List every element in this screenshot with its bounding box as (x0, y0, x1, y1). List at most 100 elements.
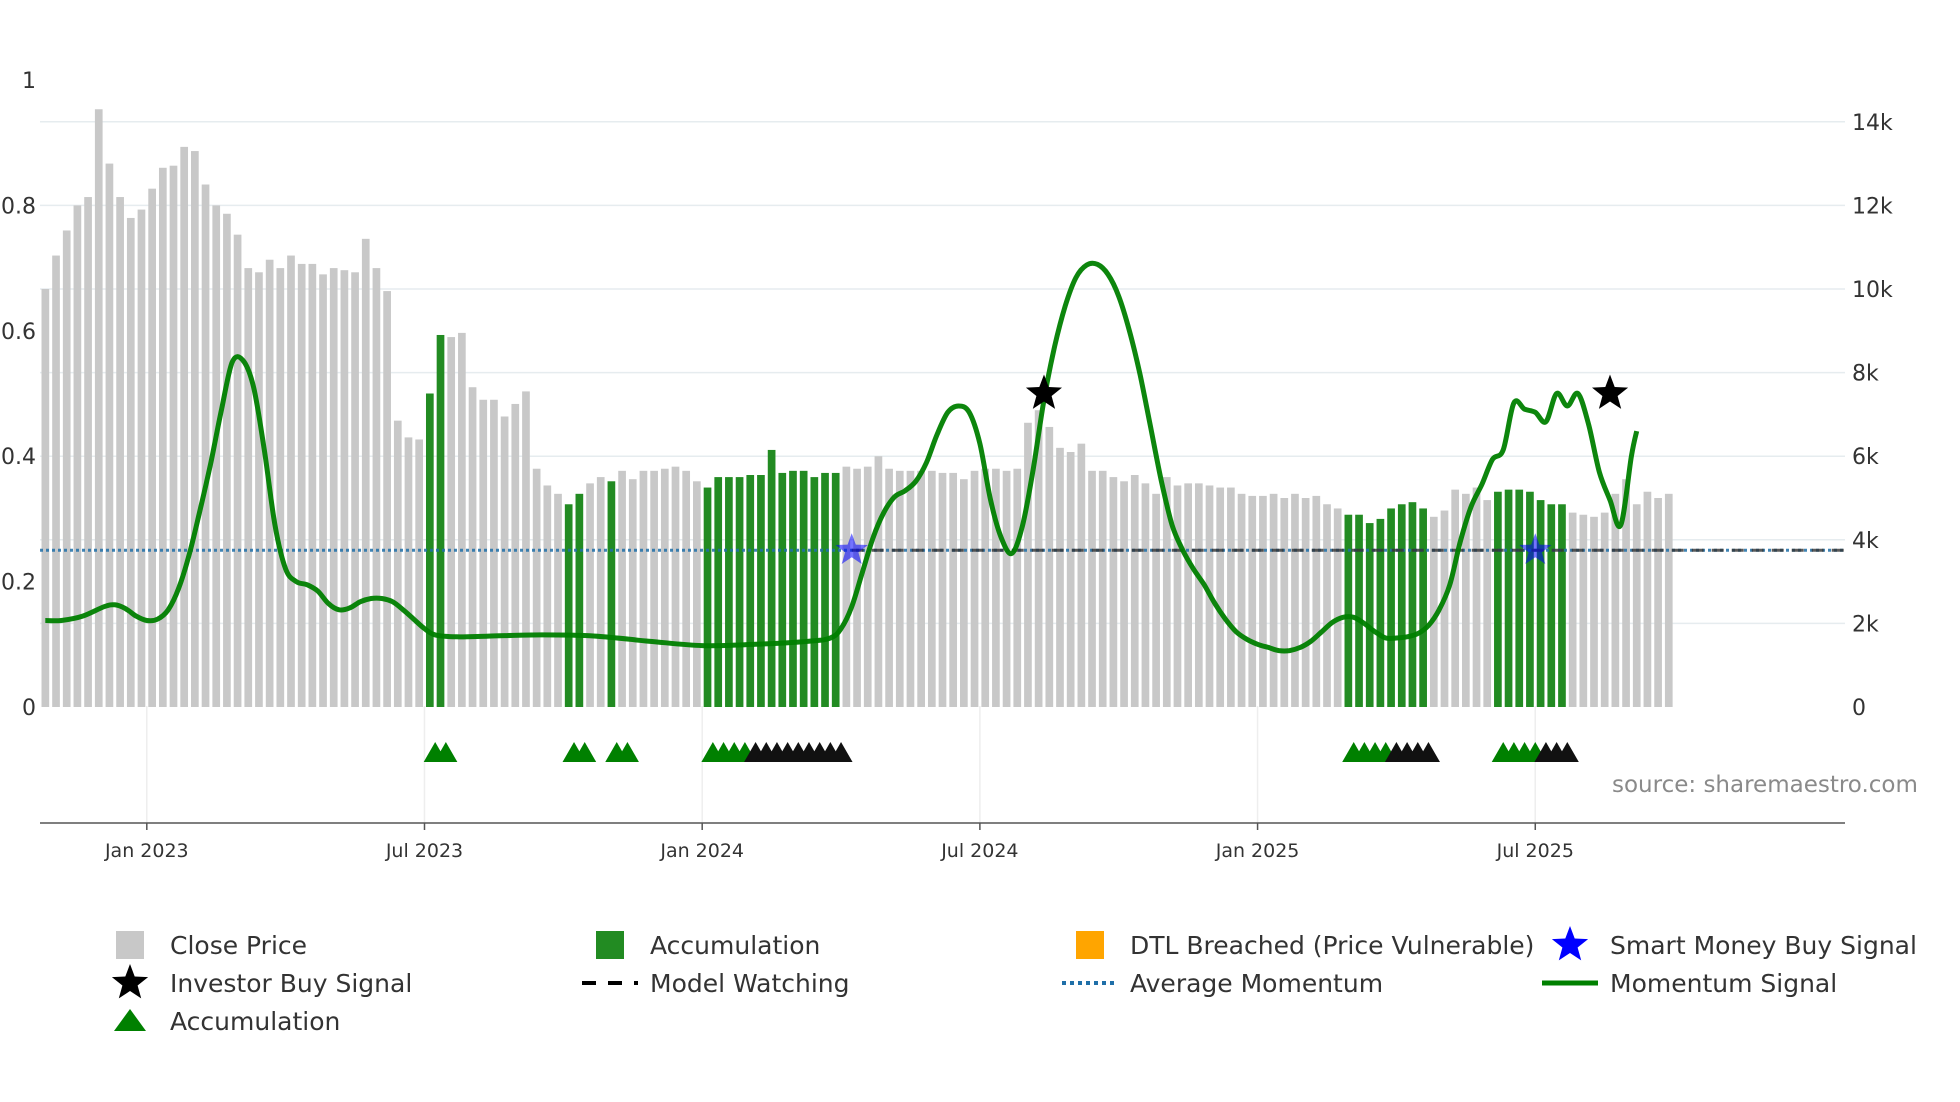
close-price-bar (223, 213, 231, 707)
close-price-bar (340, 270, 349, 707)
right-axis-tick-label: 0 (1852, 696, 1866, 721)
close-price-bar (1130, 475, 1139, 707)
accumulation-bar (575, 493, 584, 707)
right-axis-tick-label: 4k (1852, 529, 1879, 554)
close-price-bar (1109, 477, 1118, 707)
close-price-bar (297, 263, 306, 707)
close-price-bar (361, 238, 370, 707)
accumulation-bar (1387, 508, 1395, 707)
close-price-bar (639, 470, 648, 707)
accumulation-bar (1419, 508, 1427, 707)
accumulation-marker-dark (1416, 742, 1440, 762)
accumulation-bar (425, 393, 434, 707)
close-price-bar (1088, 470, 1096, 707)
accumulation-bar (778, 472, 787, 707)
close-price-bar (1098, 470, 1107, 707)
legend-label: Accumulation (650, 931, 820, 960)
close-price-bar (105, 163, 114, 708)
close-price-bar (1280, 498, 1289, 707)
left-axis-tick-label: 0.8 (1, 194, 36, 219)
legend-item: Model Watching (582, 969, 850, 998)
close-price-bar (383, 291, 391, 707)
close-price-bar (158, 167, 167, 707)
accumulation-bar (1558, 504, 1566, 707)
close-price-bar (693, 481, 701, 707)
legend-label: Accumulation (170, 1007, 340, 1036)
legend-star-icon (111, 964, 149, 999)
left-axis-tick-label: 0.6 (1, 320, 36, 345)
right-axis-tick-label: 8k (1852, 362, 1879, 387)
close-price-bars (41, 109, 1673, 708)
legend-label: Smart Money Buy Signal (1610, 931, 1917, 960)
close-price-bar (938, 472, 947, 707)
close-price-bar (906, 470, 915, 707)
close-price-bar (1184, 483, 1192, 707)
accumulation-bar (1376, 518, 1385, 707)
right-axis-tick-label: 6k (1852, 445, 1879, 470)
accumulation-bar (1515, 489, 1524, 707)
close-price-bar (1024, 422, 1032, 707)
right-axis-tick-label: 12k (1852, 194, 1893, 219)
x-axis-tick-label: Jan 2023 (104, 840, 189, 862)
close-price-bar (554, 493, 562, 707)
close-price-bar (927, 470, 936, 707)
accumulation-bar (810, 477, 819, 707)
accumulation-bar (1547, 504, 1556, 707)
legend-label: DTL Breached (Price Vulnerable) (1130, 931, 1534, 960)
legend-swatch-accumulation (596, 931, 624, 959)
close-price-bar (329, 268, 338, 707)
close-price-bar (511, 403, 520, 707)
accumulation-bar (831, 472, 840, 707)
legend: Close Price Accumulation DTL Breached (Pri… (111, 926, 1917, 1036)
source-note: source: sharemaestro.com (1612, 772, 1918, 798)
close-price-bar (1173, 485, 1182, 707)
close-price-bar (949, 472, 958, 707)
legend-label: Close Price (170, 931, 307, 960)
accumulation-bar (746, 475, 755, 707)
close-price-bar (490, 399, 498, 707)
accumulation-marker-layer (423, 742, 1579, 762)
close-price-bar (1451, 489, 1460, 707)
legend-item: Accumulation (114, 1007, 340, 1036)
accumulation-bar (1355, 514, 1363, 707)
close-price-bar (1301, 498, 1310, 707)
close-price-bar (1579, 514, 1588, 707)
close-price-bar (1600, 512, 1609, 707)
close-price-bar (393, 420, 402, 707)
close-price-bar (1333, 508, 1342, 707)
close-price-bar (650, 470, 658, 707)
close-price-bar (1162, 477, 1171, 707)
legend-label: Model Watching (650, 969, 850, 998)
accumulation-bar (564, 504, 573, 707)
legend-item: Close Price (116, 931, 307, 960)
accumulation-bar (757, 475, 765, 707)
close-price-bar (1622, 479, 1630, 707)
close-price-bar (1034, 410, 1043, 707)
close-price-bar (233, 234, 242, 707)
close-price-bar (1429, 516, 1438, 707)
close-price-bar (917, 470, 925, 707)
close-price-bar (660, 468, 669, 707)
close-price-bar (1141, 483, 1150, 707)
legend-item: Average Momentum (1062, 969, 1383, 998)
legend-item: Investor Buy Signal (111, 964, 412, 999)
close-price-bar (447, 337, 456, 707)
left-axis-tick-label: 1 (22, 69, 36, 94)
close-price-bar (201, 184, 210, 707)
accumulation-bar (725, 477, 733, 707)
close-price-bar (885, 468, 893, 707)
close-price-bar (468, 387, 477, 707)
close-price-bar (1002, 470, 1011, 707)
close-price-bar (532, 468, 541, 707)
close-price-bar (1291, 493, 1299, 707)
close-price-bar (41, 289, 50, 707)
close-price-bar (1056, 447, 1064, 707)
accumulation-bar (767, 449, 776, 707)
close-price-bar (94, 109, 103, 707)
close-price-bar (244, 268, 253, 707)
close-price-bar (671, 466, 680, 707)
legend-label: Average Momentum (1130, 969, 1383, 998)
close-price-bar (180, 146, 189, 707)
close-price-bar (255, 272, 263, 707)
